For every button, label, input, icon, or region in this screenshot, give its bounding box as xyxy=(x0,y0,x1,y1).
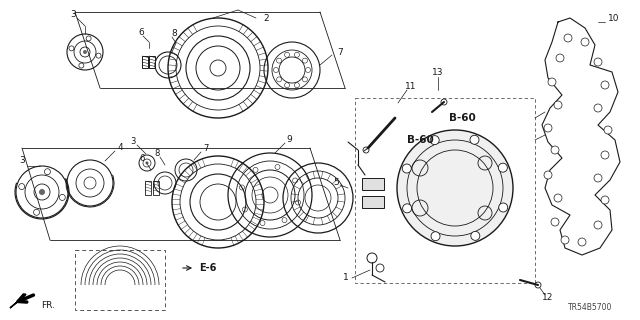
Text: 8: 8 xyxy=(154,148,160,157)
Text: 3: 3 xyxy=(70,10,76,19)
Text: 8: 8 xyxy=(171,28,177,37)
Text: B-60: B-60 xyxy=(406,135,433,145)
Circle shape xyxy=(601,81,609,89)
Circle shape xyxy=(39,189,45,195)
Circle shape xyxy=(604,126,612,134)
Text: 12: 12 xyxy=(542,293,554,302)
Circle shape xyxy=(430,136,439,145)
Text: 6: 6 xyxy=(138,28,144,36)
Circle shape xyxy=(594,221,602,229)
Circle shape xyxy=(403,204,412,213)
Circle shape xyxy=(594,174,602,182)
Circle shape xyxy=(594,104,602,112)
Circle shape xyxy=(145,162,148,164)
Circle shape xyxy=(499,203,508,212)
Circle shape xyxy=(544,124,552,132)
Circle shape xyxy=(470,135,479,144)
Bar xyxy=(149,56,155,68)
Circle shape xyxy=(499,163,508,172)
Bar xyxy=(362,178,384,190)
Text: 13: 13 xyxy=(432,68,444,76)
Circle shape xyxy=(544,171,552,179)
Text: 3: 3 xyxy=(19,156,25,164)
Circle shape xyxy=(594,58,602,66)
Circle shape xyxy=(601,151,609,159)
Text: FR.: FR. xyxy=(41,301,55,310)
Bar xyxy=(142,56,148,68)
Text: 7: 7 xyxy=(337,47,343,57)
Circle shape xyxy=(83,50,87,54)
Text: 5: 5 xyxy=(333,178,339,187)
Circle shape xyxy=(554,101,562,109)
Circle shape xyxy=(548,78,556,86)
Circle shape xyxy=(561,236,569,244)
Text: TR54B5700: TR54B5700 xyxy=(568,303,612,313)
Circle shape xyxy=(551,146,559,154)
Text: 2: 2 xyxy=(263,13,269,22)
Text: 11: 11 xyxy=(405,82,417,91)
Circle shape xyxy=(556,54,564,62)
Circle shape xyxy=(578,238,586,246)
Circle shape xyxy=(554,194,562,202)
Text: E-6: E-6 xyxy=(199,263,217,273)
Text: B-60: B-60 xyxy=(449,113,476,123)
Circle shape xyxy=(397,130,513,246)
Circle shape xyxy=(431,232,440,241)
Text: 10: 10 xyxy=(608,13,620,22)
Text: 9: 9 xyxy=(286,134,292,143)
Bar xyxy=(153,181,159,195)
Circle shape xyxy=(581,38,589,46)
Text: 6: 6 xyxy=(140,154,145,163)
Text: 7: 7 xyxy=(204,143,209,153)
Bar xyxy=(145,181,151,195)
Circle shape xyxy=(551,218,559,226)
Circle shape xyxy=(403,164,412,173)
Circle shape xyxy=(471,231,480,240)
Bar xyxy=(362,196,384,208)
Polygon shape xyxy=(10,294,26,308)
Circle shape xyxy=(564,34,572,42)
Text: 3: 3 xyxy=(131,137,136,146)
Bar xyxy=(75,250,165,310)
Text: 4: 4 xyxy=(117,142,123,151)
Circle shape xyxy=(601,196,609,204)
Text: 1: 1 xyxy=(343,274,349,283)
Bar xyxy=(355,98,535,283)
